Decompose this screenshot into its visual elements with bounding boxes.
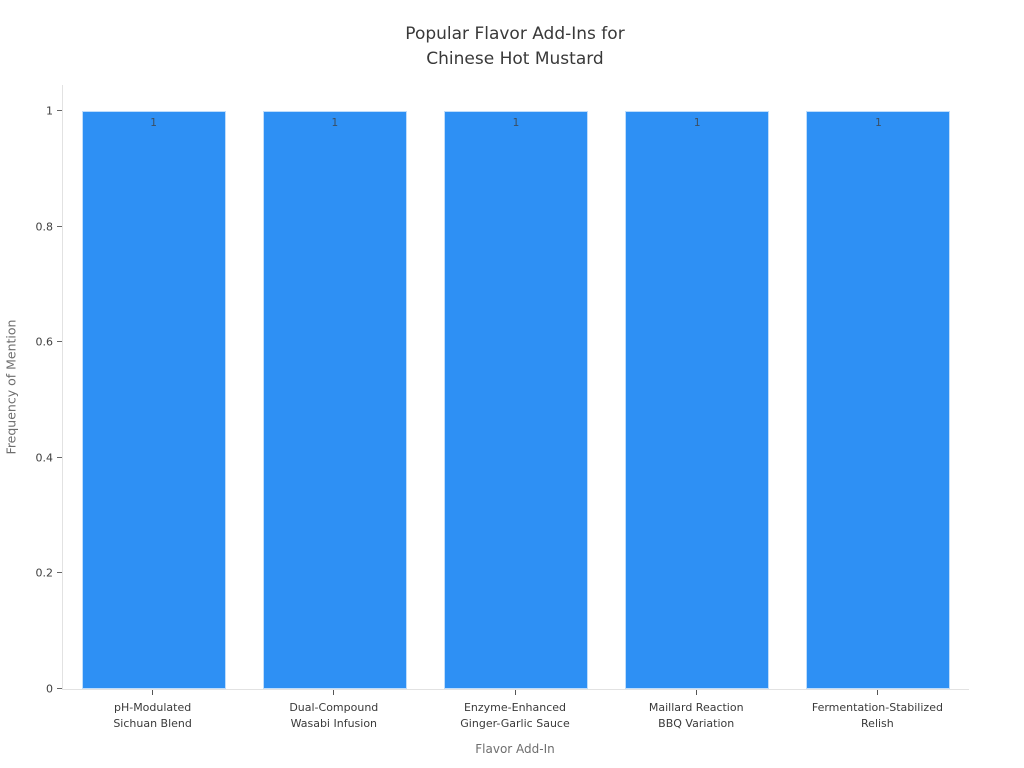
- y-tick-mark: [57, 226, 62, 227]
- y-tick-label: 0.2: [35, 566, 54, 580]
- x-slot: Fermentation-Stabilized Relish: [787, 690, 968, 732]
- bar: 1: [444, 111, 588, 689]
- x-tick-mark: [514, 690, 516, 695]
- y-tick-label: 1: [46, 104, 53, 118]
- y-axis-title: Frequency of Mention: [3, 319, 19, 455]
- x-slot: pH-Modulated Sichuan Blend: [62, 690, 243, 732]
- bar-slot: 1: [607, 85, 788, 689]
- bar: 1: [806, 111, 951, 689]
- y-tick-mark: [57, 341, 62, 342]
- x-slot: Enzyme-Enhanced Ginger-Garlic Sauce: [424, 690, 605, 732]
- bars-row: 1 1 1 1 1: [63, 85, 969, 689]
- x-category-line: Enzyme-Enhanced: [463, 701, 567, 714]
- plot-area: 1 0.8 0.6 0.4 0.2 0 1: [36, 85, 969, 696]
- x-category-line: BBQ Variation: [658, 717, 735, 730]
- x-category-label: Maillard Reaction BBQ Variation: [649, 700, 744, 732]
- x-category-line: Maillard Reaction: [648, 701, 744, 714]
- x-axis-row: pH-Modulated Sichuan Blend Dual-Compound…: [62, 690, 968, 732]
- x-category-label: Fermentation-Stabilized Relish: [812, 700, 943, 732]
- y-tick-mark: [57, 572, 62, 573]
- y-tick-mark: [57, 110, 62, 111]
- bar: 1: [262, 111, 407, 689]
- bar-value-label: 1: [875, 117, 882, 129]
- chart-title: Popular Flavor Add-Ins for Chinese Hot M…: [405, 24, 625, 69]
- bar-slot: 1: [425, 85, 606, 689]
- x-category-label: pH-Modulated Sichuan Blend: [113, 700, 192, 732]
- x-slot: Maillard Reaction BBQ Variation: [606, 690, 787, 732]
- x-category-line: Dual-Compound: [289, 701, 379, 714]
- x-category-line: Wasabi Infusion: [290, 717, 378, 730]
- x-tick-mark: [876, 690, 878, 695]
- x-axis-title: Flavor Add-In: [475, 742, 555, 756]
- x-category-label: Enzyme-Enhanced Ginger-Garlic Sauce: [460, 700, 569, 732]
- bar-value-label: 1: [331, 117, 339, 129]
- x-slot: Dual-Compound Wasabi Infusion: [243, 690, 424, 732]
- y-tick-mark: [57, 457, 62, 458]
- x-category-line: Relish: [861, 717, 894, 730]
- y-tick-mark: [57, 688, 62, 689]
- x-category-line: Fermentation-Stabilized: [811, 701, 943, 714]
- bar: 1: [625, 111, 770, 689]
- x-category-line: pH-Modulated: [113, 701, 192, 714]
- y-tick-label: 0.4: [35, 451, 54, 465]
- x-category-line: Ginger-Garlic Sauce: [460, 717, 570, 730]
- x-tick-mark: [695, 690, 697, 695]
- bar-value-label: 1: [512, 117, 520, 129]
- x-category-label: Dual-Compound Wasabi Infusion: [289, 700, 378, 732]
- x-tick-mark: [152, 690, 154, 695]
- x-category-line: Sichuan Blend: [113, 717, 192, 730]
- bar-slot: 1: [788, 85, 969, 689]
- bar-value-label: 1: [693, 117, 701, 129]
- y-tick-label: 0.6: [35, 335, 54, 349]
- y-tick-label: 0.8: [35, 220, 54, 234]
- x-tick-mark: [333, 690, 335, 695]
- bar: 1: [81, 111, 226, 689]
- y-tick-label: 0: [46, 682, 53, 696]
- bar-value-label: 1: [150, 117, 157, 129]
- bar-slot: 1: [63, 85, 244, 689]
- bar-slot: 1: [244, 85, 425, 689]
